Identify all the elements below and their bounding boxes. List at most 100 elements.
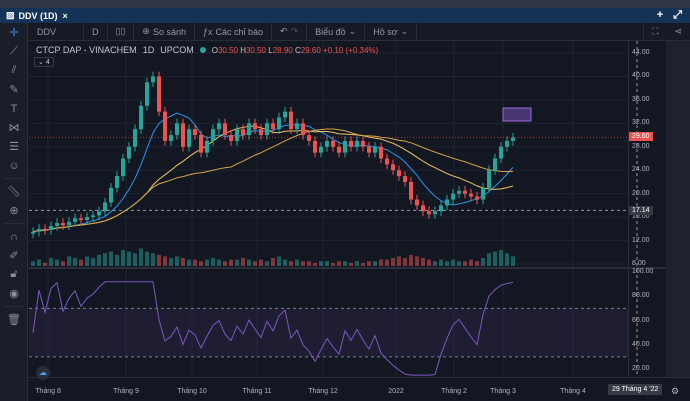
forecast-icon[interactable]: ☰ — [9, 141, 19, 153]
candle — [487, 170, 491, 188]
fx-icon: ƒx — [202, 26, 213, 37]
volume-bar — [223, 261, 227, 266]
fullscreen-icon[interactable]: ⛶ — [643, 22, 666, 41]
candle — [145, 82, 149, 106]
volume-bar — [403, 258, 407, 266]
collapse-indicators-button[interactable]: ⌄ 4 — [34, 57, 54, 67]
volume-bar — [211, 258, 215, 266]
candle — [109, 187, 113, 203]
candle — [79, 218, 83, 221]
magnet-icon[interactable]: ∩ — [10, 230, 18, 243]
profile-dropdown[interactable]: Hồ sơ ⌄ — [365, 22, 418, 41]
emoji-icon[interactable]: ☺ — [8, 159, 20, 172]
candle — [493, 158, 497, 171]
time-tick-label: Tháng 11 — [242, 388, 272, 395]
candle — [373, 146, 377, 153]
volume-bar — [487, 253, 491, 266]
plus-circle-icon: ⊕ — [142, 26, 150, 36]
pitchfork-icon[interactable]: ⫽ — [11, 64, 17, 76]
volume-bar — [235, 259, 239, 266]
candle — [511, 137, 515, 141]
volume-bar — [307, 261, 311, 266]
volume-bar — [115, 254, 119, 266]
lock-icon[interactable]: 🔓︎ — [10, 268, 18, 280]
candle — [151, 76, 155, 83]
symbol-search[interactable]: DDV — [29, 22, 84, 41]
candle — [409, 181, 413, 200]
volume-bar — [217, 259, 221, 266]
undo-redo[interactable]: ↶ ↷ — [272, 22, 308, 41]
volume-bar — [373, 261, 377, 266]
volume-bar — [247, 259, 251, 266]
trend-line-icon[interactable]: ⟋ — [10, 45, 18, 57]
lock-drawing-icon[interactable]: ✐ — [9, 250, 19, 262]
chart-type-dropdown[interactable]: Biểu đồ ⌄ — [307, 22, 366, 41]
share-icon[interactable]: ⋖ — [674, 26, 682, 36]
volume-bar — [145, 251, 149, 266]
chevron-down-icon: ⌄ — [348, 26, 357, 36]
brush-icon[interactable]: ✎ — [9, 84, 19, 96]
volume-bar — [61, 261, 65, 266]
text-icon[interactable]: T — [10, 102, 18, 115]
candle — [415, 199, 419, 206]
volume-bar — [253, 261, 257, 266]
volume-bar — [43, 262, 47, 266]
candle — [181, 123, 185, 147]
zoom-in-icon[interactable]: ⊕ — [9, 205, 19, 217]
candle — [157, 76, 161, 112]
price-axis[interactable] — [628, 41, 666, 377]
interval-button[interactable]: D — [84, 22, 108, 41]
moving-average-line — [32, 128, 514, 233]
volume-bar — [439, 259, 443, 266]
price-tick-label: 12.00 — [632, 236, 650, 244]
legend-ohlc: O30.50 H30.50 L28.90 C29.60 +0.10 (+0.34… — [211, 45, 379, 55]
eye-icon[interactable]: ◉ — [9, 288, 19, 300]
volume-bar — [241, 258, 245, 266]
candle — [235, 129, 239, 141]
trash-icon[interactable]: 🗑︎ — [7, 314, 21, 326]
volume-bar — [73, 258, 77, 266]
candle — [289, 111, 293, 130]
volume-bar — [331, 262, 335, 266]
close-tab-button[interactable]: × — [62, 10, 68, 21]
chevron-down-icon: ⌄ — [400, 26, 409, 36]
ruler-icon[interactable]: 📏︎ — [7, 186, 21, 198]
candle-type-icon[interactable]: ▯▯ — [108, 22, 135, 41]
volume-bar — [361, 262, 365, 266]
pattern-icon[interactable]: ⋈ — [8, 122, 20, 134]
candle — [445, 199, 449, 206]
undo-icon[interactable]: ↶ — [280, 26, 288, 36]
candle — [421, 205, 425, 212]
candle — [283, 111, 287, 118]
settings-icon[interactable]: ⚙ — [671, 386, 680, 396]
candle — [361, 140, 365, 147]
volume-bar — [175, 256, 179, 266]
volume-bar — [445, 261, 449, 266]
window-title-bar: ▨ DDV (1D) × + ⤢ — [0, 8, 690, 23]
time-axis[interactable] — [29, 377, 690, 401]
volume-bar — [505, 253, 509, 266]
volume-bar — [391, 258, 395, 266]
add-tab-button[interactable]: + — [656, 9, 664, 21]
candle — [331, 140, 335, 147]
time-tick-label: Tháng 2 — [441, 388, 467, 395]
candle — [163, 111, 167, 141]
expand-icon[interactable]: ⤢ — [673, 9, 682, 21]
chart-label: Biểu đồ — [315, 26, 346, 37]
candle — [43, 228, 47, 231]
volume-bar — [193, 259, 197, 266]
volume-bar — [187, 259, 191, 266]
compare-button[interactable]: ⊕ So sánh — [134, 22, 195, 41]
candle — [31, 231, 35, 234]
window-title: DDV (1D) — [18, 10, 58, 21]
volume-bar — [163, 256, 167, 266]
price-tick-label: 44.00 — [632, 49, 650, 56]
crosshair-icon[interactable]: ✛ — [9, 27, 19, 39]
candle — [295, 123, 299, 130]
rsi-line — [32, 281, 514, 376]
chart-icon: ▨ — [6, 10, 15, 20]
indicators-button[interactable]: ƒx Các chỉ báo — [195, 22, 273, 41]
candle — [475, 196, 479, 200]
redo-icon[interactable]: ↷ — [290, 26, 299, 36]
